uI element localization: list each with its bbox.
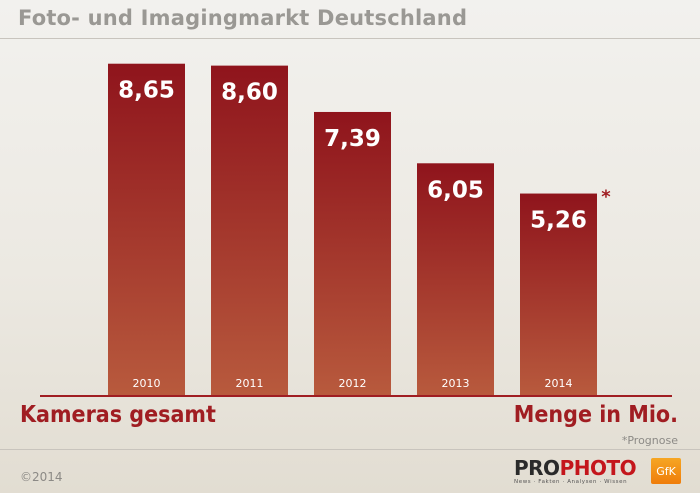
category-label-2014: 2014 <box>545 377 573 390</box>
category-label-2010: 2010 <box>133 377 161 390</box>
bar-2011 <box>211 65 288 396</box>
prophoto-logo-pro: PRO <box>514 456 560 480</box>
title-divider <box>0 38 700 39</box>
prophoto-logo: PROPHOTO News · Fakten · Analysen · Wiss… <box>514 456 637 488</box>
prophoto-logo-photo: PHOTO <box>559 456 637 480</box>
page-title: Foto- und Imagingmarkt Deutschland <box>18 6 468 30</box>
category-label-2013: 2013 <box>442 377 470 390</box>
value-label-2014: 5,26 <box>530 208 587 234</box>
footer-divider <box>0 449 700 450</box>
bar-2012 <box>314 111 391 395</box>
bar-2014 <box>520 193 597 395</box>
category-label-2011: 2011 <box>236 377 264 390</box>
x-axis-label: Kameras gesamt <box>20 402 216 428</box>
prophoto-tagline: News · Fakten · Analysen · Wissen <box>514 479 628 485</box>
bar-series: 8,65 2010 8,60 2011 7,39 2012 6,05 2013 5,26 2014… <box>108 63 611 396</box>
value-label-2012: 7,39 <box>324 126 381 152</box>
forecast-marker: * <box>601 187 611 208</box>
forecast-footnote: *Prognose <box>621 434 678 447</box>
copyright-text: ©2014 <box>20 470 63 484</box>
bar-2013 <box>417 163 494 395</box>
value-label-2011: 8,60 <box>221 80 278 106</box>
category-label-2012: 2012 <box>339 377 367 390</box>
bar-2010 <box>108 63 185 396</box>
unit-label: Menge in Mio. <box>513 402 678 428</box>
value-label-2013: 6,05 <box>427 177 484 203</box>
value-label-2010: 8,65 <box>118 78 175 104</box>
gfk-logo: GfK <box>651 458 681 484</box>
